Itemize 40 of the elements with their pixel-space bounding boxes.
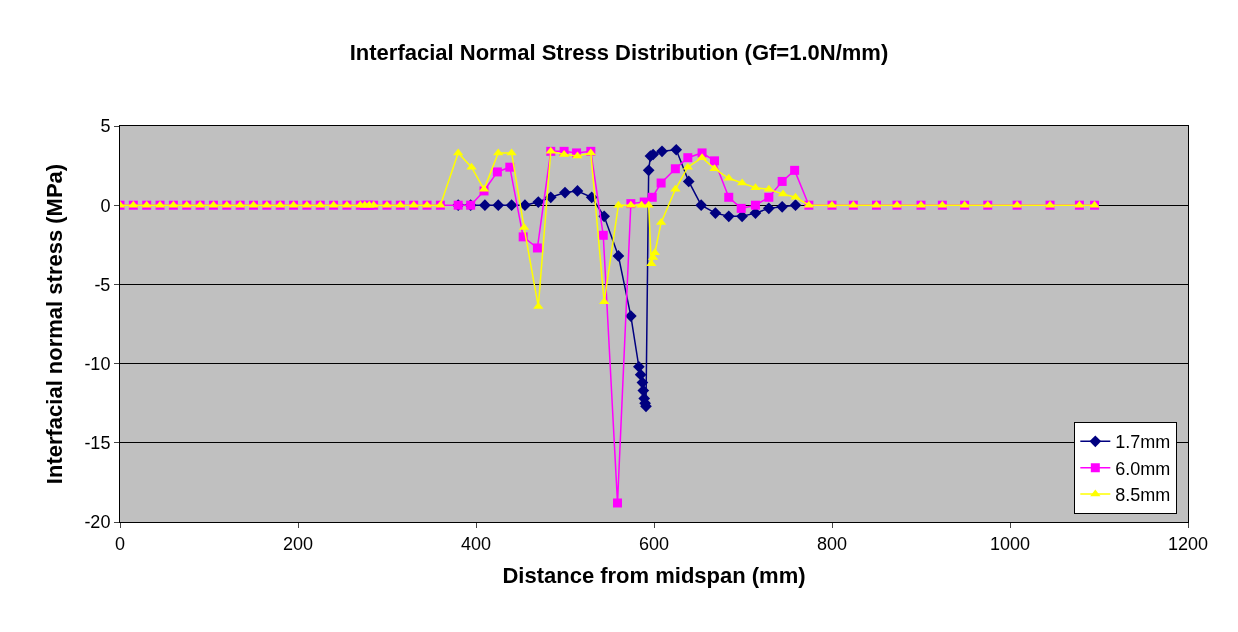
point bbox=[559, 186, 571, 199]
point bbox=[776, 200, 789, 213]
point bbox=[633, 360, 645, 373]
point bbox=[789, 199, 802, 212]
point bbox=[709, 207, 722, 219]
x-axis-title: Distance from midspan (mm) bbox=[502, 563, 806, 589]
y-tick-label: 0 bbox=[100, 195, 111, 216]
point bbox=[625, 310, 637, 322]
y-tick-label: -15 bbox=[84, 433, 111, 454]
point bbox=[492, 199, 505, 212]
point bbox=[479, 199, 491, 212]
legend-label: 6.0mm bbox=[1115, 458, 1171, 479]
point bbox=[612, 250, 625, 262]
point bbox=[682, 175, 695, 188]
legend-label: 8.5mm bbox=[1115, 485, 1171, 506]
point bbox=[670, 143, 683, 156]
point bbox=[762, 202, 775, 215]
point bbox=[642, 164, 655, 177]
point bbox=[634, 368, 647, 381]
point bbox=[505, 199, 518, 212]
point bbox=[571, 185, 584, 197]
x-tick-label: 400 bbox=[460, 533, 492, 554]
x-tick-label: 1200 bbox=[1167, 533, 1209, 554]
chart-title: Interfacial Normal Stress Distribution (Gf=1.0N/mm) bbox=[349, 39, 889, 65]
point bbox=[519, 199, 531, 212]
y-tick-label: -5 bbox=[94, 274, 111, 295]
x-tick-label: 200 bbox=[282, 533, 314, 554]
legend-label: 1.7mm bbox=[1115, 432, 1171, 453]
y-tick-label: 5 bbox=[100, 116, 111, 137]
point bbox=[722, 210, 735, 223]
point bbox=[532, 196, 545, 208]
y-tick-label: -10 bbox=[84, 353, 111, 374]
x-tick-label: 800 bbox=[816, 533, 848, 554]
x-tick-label: 1000 bbox=[989, 533, 1031, 554]
point bbox=[656, 145, 668, 158]
x-tick-label: 600 bbox=[638, 533, 670, 554]
y-axis-title: Interfacial normal stress (MPa) bbox=[42, 163, 68, 485]
x-tick-label: 0 bbox=[114, 533, 126, 554]
point bbox=[695, 199, 708, 212]
y-tick-label: -20 bbox=[84, 512, 111, 533]
